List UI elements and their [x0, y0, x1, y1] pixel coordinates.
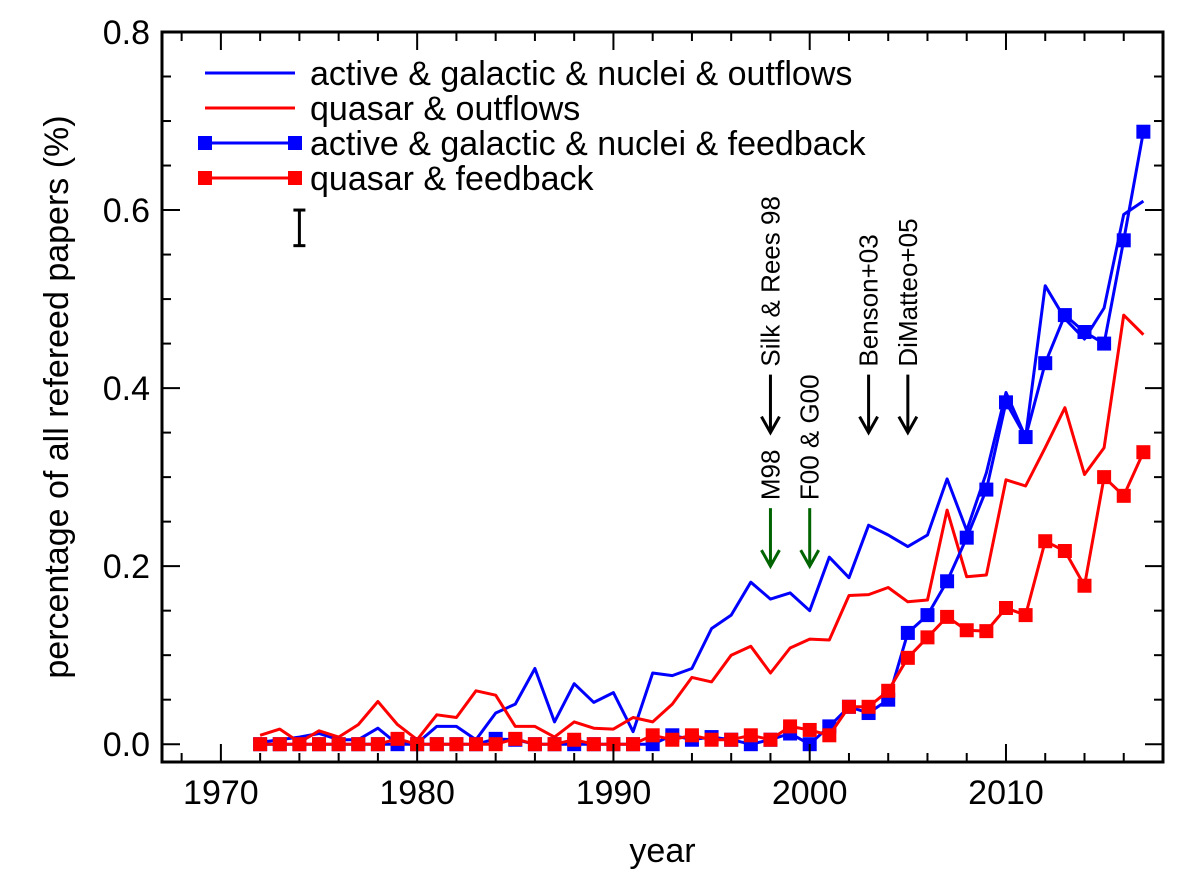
y-tick-label: 0.0: [103, 726, 150, 764]
annotation-arrow-head: [760, 549, 781, 570]
x-tick-label: 1970: [183, 774, 259, 812]
series-4-point: [331, 737, 346, 752]
x-tick-label: 1990: [576, 774, 652, 812]
series-4-point: [1116, 488, 1131, 503]
annotation-arrow-head: [897, 415, 919, 436]
y-axis-label: percentage of all refereed papers (%): [38, 115, 76, 678]
annotation-label: F00 & G00: [795, 374, 825, 500]
series-4-point: [626, 737, 641, 752]
y-tick-label: 0.4: [103, 370, 150, 408]
annotation-label: Silk & Rees 98: [755, 196, 785, 367]
x-axis-label: year: [629, 832, 695, 870]
series-4-point: [292, 737, 307, 752]
series-4-point: [429, 737, 444, 752]
series-4-point: [665, 732, 680, 747]
series-4-point: [724, 732, 739, 747]
axes-frame: [160, 30, 1165, 764]
series-4-point: [684, 728, 699, 743]
series-4-point: [488, 737, 503, 752]
legend-entry: quasar & outflows: [310, 90, 580, 128]
y-tick-label: 0.8: [103, 14, 150, 52]
series-4-point: [1077, 578, 1092, 593]
series-3-point: [1136, 124, 1151, 139]
series-4-point: [449, 737, 464, 752]
x-tick-label: 2000: [772, 774, 848, 812]
legend-marker: [288, 136, 302, 150]
series-4-point: [272, 737, 287, 752]
series-line-4: [260, 451, 1145, 746]
y-tick-label: 0.2: [103, 548, 150, 586]
annotation-label: DiMatteo+05: [893, 218, 923, 366]
legend-entry: quasar & feedback: [310, 160, 595, 198]
series-4-point: [822, 728, 837, 743]
legend: active & galactic & nuclei & outflowsqua…: [198, 55, 867, 198]
series-line-2: [259, 313, 1145, 744]
x-tick-label: 2010: [968, 774, 1044, 812]
annotation-label: M98: [755, 450, 785, 501]
legend-entry: active & galactic & nuclei & feedback: [310, 125, 867, 163]
x-tick-label: 1980: [379, 774, 455, 812]
series-4-point: [508, 731, 523, 746]
series-3-point: [940, 574, 955, 589]
annotation-arrow-head: [799, 549, 821, 570]
series-3-point: [900, 625, 915, 640]
legend-marker: [198, 171, 212, 185]
series-4-point: [743, 728, 758, 743]
series-4-point: [763, 732, 778, 747]
series-3-point: [1097, 336, 1112, 351]
series-4-point: [959, 623, 974, 638]
series-4-point: [861, 699, 876, 714]
legend-entry: active & galactic & nuclei & outflows: [310, 55, 852, 93]
series-4-point: [1038, 534, 1053, 549]
series-4-point: [527, 737, 542, 752]
series-3-point: [920, 608, 935, 623]
annotation-label: Benson+03: [854, 234, 884, 366]
series-4-point: [1136, 445, 1151, 460]
series-4-point: [900, 650, 915, 665]
series-3-point: [1018, 430, 1033, 445]
legend-marker: [198, 136, 212, 150]
series-4-point: [979, 624, 994, 639]
series-4-point: [704, 732, 719, 747]
legend-marker: [288, 171, 302, 185]
series-4-point: [645, 728, 660, 743]
series-3-point: [998, 395, 1013, 410]
axis-ticks: [162, 31, 1164, 762]
annotations: M98 Silk & Rees 98 F00 & G00 Benson+03 DiMat…: [755, 196, 923, 570]
annotation-arrow-head: [760, 415, 781, 436]
series-4-point: [881, 683, 896, 698]
series-4-point: [920, 630, 935, 645]
series-4-point: [586, 737, 601, 752]
series-4-point: [940, 609, 955, 624]
tick-labels: 1970 1980 1990 2000 2010 0.0 0.2 0.4 0.6 0.8: [103, 14, 1044, 812]
series-4-point: [253, 737, 268, 752]
series-3-point: [959, 530, 974, 545]
series-4-point: [783, 719, 798, 734]
series-4-point: [469, 737, 484, 752]
plot-area: [253, 124, 1151, 752]
series-3-point: [1057, 308, 1072, 323]
y-tick-label: 0.6: [103, 192, 150, 230]
series-4-point: [547, 737, 562, 752]
series-4-point: [370, 737, 385, 752]
series-4-point: [998, 600, 1013, 615]
series-4-point: [390, 731, 405, 746]
series-4-point: [351, 737, 366, 752]
series-3-point: [1077, 325, 1092, 340]
series-3-point: [1116, 233, 1131, 248]
series-4-point: [567, 732, 582, 747]
series-3-point: [1038, 356, 1053, 371]
series-4-point: [312, 737, 327, 752]
series-4-point: [1018, 608, 1033, 623]
annotation-arrow-head: [858, 415, 879, 436]
series-4-point: [841, 699, 856, 714]
series-4-point: [1057, 544, 1072, 559]
series-4-point: [802, 722, 817, 737]
series-4-point: [1097, 470, 1112, 485]
series-3-point: [979, 482, 994, 497]
